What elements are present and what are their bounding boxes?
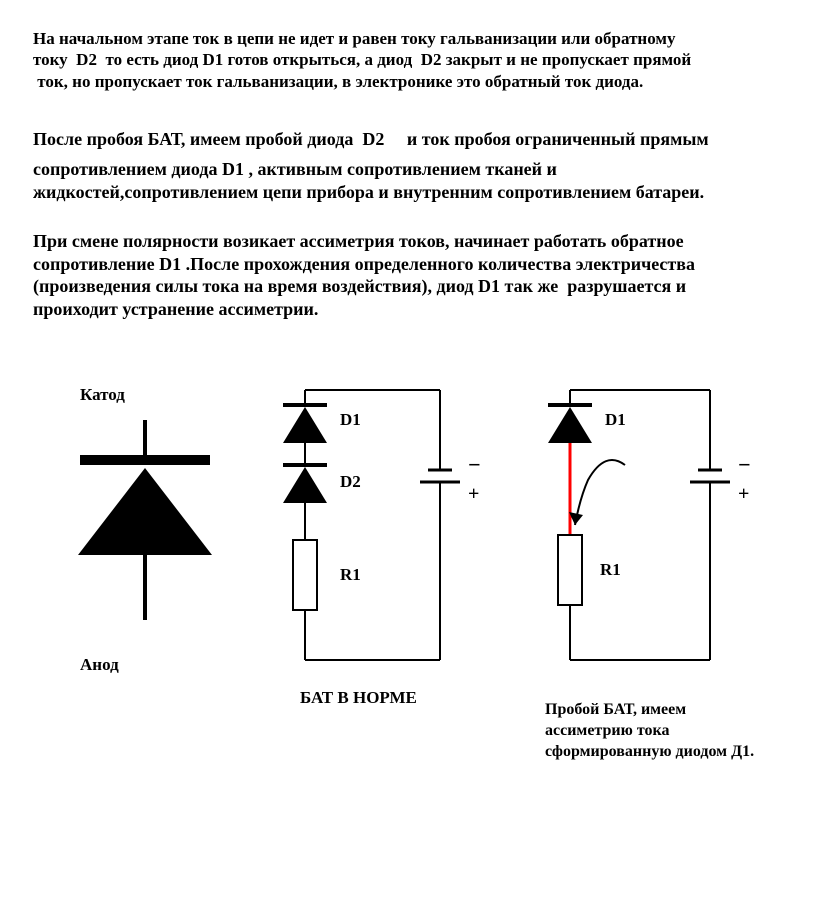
circuit-normal-caption: БАТ В НОРМЕ <box>300 688 417 708</box>
paragraph-4: При смене полярности возикает ассиметрия… <box>33 230 793 320</box>
circuit-fault-caption: Пробой БАТ, имеем ассиметрию тока сформи… <box>545 700 755 762</box>
circuit-fault-minus: − <box>738 452 751 478</box>
circuit-normal-d2-label: D2 <box>340 472 361 492</box>
circuit-normal-svg <box>260 380 480 710</box>
circuit-fault-plus: + <box>738 483 749 506</box>
paragraph-1: На начальном этапе ток в цепи не идет и … <box>33 28 793 92</box>
circuit-normal-r1-label: R1 <box>340 565 361 585</box>
cathode-label: Катод <box>80 385 125 405</box>
diode-symbol-svg <box>60 420 230 640</box>
circuit-normal-d1-label: D1 <box>340 410 361 430</box>
circuit-normal-plus: + <box>468 483 479 506</box>
circuit-fault-r1-label: R1 <box>600 560 621 580</box>
circuit-fault-d1-label: D1 <box>605 410 626 430</box>
paragraph-3: сопротивлением диода D1 , активным сопро… <box>33 158 793 203</box>
circuit-normal-minus: − <box>468 452 481 478</box>
circuit-fault-svg <box>520 380 750 710</box>
anode-label: Анод <box>80 655 119 675</box>
paragraph-2: После пробоя БАТ, имеем пробой диода D2 … <box>33 128 793 151</box>
